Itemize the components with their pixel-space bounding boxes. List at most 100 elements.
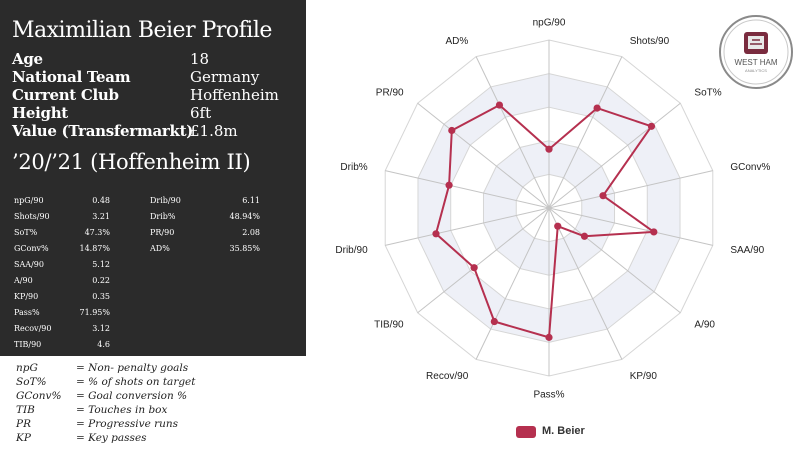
glossary-abbr: SoT% xyxy=(16,376,47,388)
glossary-definition: = Touches in box xyxy=(76,404,168,416)
profile-row-current-club: Current Club Hoffenheim xyxy=(12,86,302,104)
axis-label: Drib% xyxy=(340,162,367,173)
stat-name: Recov/90 xyxy=(14,324,52,333)
stat-value: 47.3% xyxy=(84,228,110,237)
axis-label: Recov/90 xyxy=(426,371,469,382)
axis-label: Drib/90 xyxy=(335,245,368,256)
radar-spoke xyxy=(548,170,713,209)
profile-value: Hoffenheim xyxy=(190,86,279,104)
stat-value: 0.35 xyxy=(92,292,110,301)
glossary-row: KP = Key passes xyxy=(16,432,306,446)
stat-name: SoT% xyxy=(14,228,38,237)
profile-row-height: Height 6ft xyxy=(12,104,302,122)
radar-spoke xyxy=(385,207,550,246)
stat-value: 48.94% xyxy=(229,212,260,221)
stat-row: npG/90 0.48 xyxy=(14,196,110,209)
profile-label: Age xyxy=(12,50,43,68)
profile-label: National Team xyxy=(12,68,131,86)
stat-row: Recov/90 3.12 xyxy=(14,324,110,337)
stat-value: 6.11 xyxy=(242,196,260,205)
profile-panel: Maximilian Beier Profile Age 18 National… xyxy=(0,0,306,356)
legend-label: M. Beier xyxy=(542,425,585,437)
stat-name: GConv% xyxy=(14,244,49,253)
glossary-definition: = Key passes xyxy=(76,432,147,444)
profile-row-value: Value (Transfermarkt) £1.8m xyxy=(12,122,302,140)
stat-row: Drib/90 6.11 xyxy=(150,196,260,209)
stat-row: PR/90 2.08 xyxy=(150,228,260,241)
profile-value: £1.8m xyxy=(190,122,238,140)
data-point xyxy=(448,126,456,135)
profile-row-age: Age 18 xyxy=(12,50,302,68)
glossary-abbr: PR xyxy=(16,418,31,430)
stat-row: SoT% 47.3% xyxy=(14,228,110,241)
stat-value: 3.12 xyxy=(92,324,110,333)
profile-title: Maximilian Beier Profile xyxy=(12,18,272,43)
glossary-abbr: GConv% xyxy=(16,390,62,402)
radar-spoke xyxy=(475,207,550,360)
stat-name: Drib/90 xyxy=(150,196,181,205)
data-point xyxy=(599,192,607,200)
stat-name: KP/90 xyxy=(14,292,39,301)
glossary-row: SoT% = % of shots on target xyxy=(16,376,306,390)
stat-row: Drib% 48.94% xyxy=(150,212,260,225)
glossary-row: npG = Non- penalty goals xyxy=(16,362,306,376)
west-ham-logo: WEST HAM ANALYTICS xyxy=(719,15,793,89)
radar-spoke xyxy=(417,102,550,209)
radar-spoke xyxy=(475,56,550,209)
axis-label: TIB/90 xyxy=(374,319,404,330)
stat-row: SAA/90 5.12 xyxy=(14,260,110,273)
stat-value: 5.12 xyxy=(92,260,110,269)
stat-name: TIB/90 xyxy=(14,340,42,349)
stat-value: 4.6 xyxy=(97,340,110,349)
stat-value: 2.08 xyxy=(242,228,260,237)
glossary-definition: = % of shots on target xyxy=(76,376,196,388)
stat-name: Pass% xyxy=(14,308,40,317)
stat-row: TIB/90 4.6 xyxy=(14,340,110,353)
data-point xyxy=(554,222,562,230)
axis-label: Pass% xyxy=(533,390,564,401)
radar-spoke xyxy=(385,170,550,209)
stat-row: KP/90 0.35 xyxy=(14,292,110,305)
data-point xyxy=(490,317,498,326)
stat-value: 0.22 xyxy=(92,276,110,285)
stat-name: AD% xyxy=(150,244,170,253)
profile-label: Value (Transfermarkt) xyxy=(12,122,194,140)
data-point xyxy=(445,181,453,189)
radar-spoke xyxy=(417,207,550,314)
glossary-abbr: TIB xyxy=(16,404,35,416)
stat-row: Pass% 71.95% xyxy=(14,308,110,321)
profile-value: 18 xyxy=(190,50,210,68)
stat-name: Shots/90 xyxy=(14,212,50,221)
axis-label: KP/90 xyxy=(630,371,658,382)
glossary-definition: = Goal conversion % xyxy=(76,390,188,402)
profile-label: Current Club xyxy=(12,86,119,104)
stat-name: A/90 xyxy=(14,276,33,285)
data-point xyxy=(647,122,656,130)
data-point xyxy=(470,264,478,272)
radar-spoke xyxy=(548,207,623,360)
glossary-abbr: npG xyxy=(16,362,38,374)
stat-name: SAA/90 xyxy=(14,260,44,269)
glossary-row: PR = Progressive runs xyxy=(16,418,306,432)
axis-label: A/90 xyxy=(694,319,715,330)
axis-label: AD% xyxy=(446,36,469,47)
stat-value: 71.95% xyxy=(79,308,110,317)
axis-label: npG/90 xyxy=(533,18,566,29)
radar-spoke xyxy=(548,56,623,209)
radar-spoke xyxy=(548,207,681,314)
data-point xyxy=(545,333,553,341)
glossary-definition: = Progressive runs xyxy=(76,418,179,430)
season-heading: ’20/’21 (Hoffenheim II) xyxy=(12,150,251,174)
axis-label: Shots/90 xyxy=(630,36,670,47)
stat-name: Drib% xyxy=(150,212,176,221)
stat-value: 35.85% xyxy=(229,244,260,253)
stat-row: Shots/90 3.21 xyxy=(14,212,110,225)
radar-spoke xyxy=(548,207,713,246)
stat-row: A/90 0.22 xyxy=(14,276,110,289)
stat-row: AD% 35.85% xyxy=(150,244,260,257)
data-point xyxy=(650,228,658,236)
profile-value: Germany xyxy=(190,68,260,86)
svg-text:ANALYTICS: ANALYTICS xyxy=(745,68,767,73)
glossary-abbr: KP xyxy=(16,432,31,444)
profile-value: 6ft xyxy=(190,104,212,122)
